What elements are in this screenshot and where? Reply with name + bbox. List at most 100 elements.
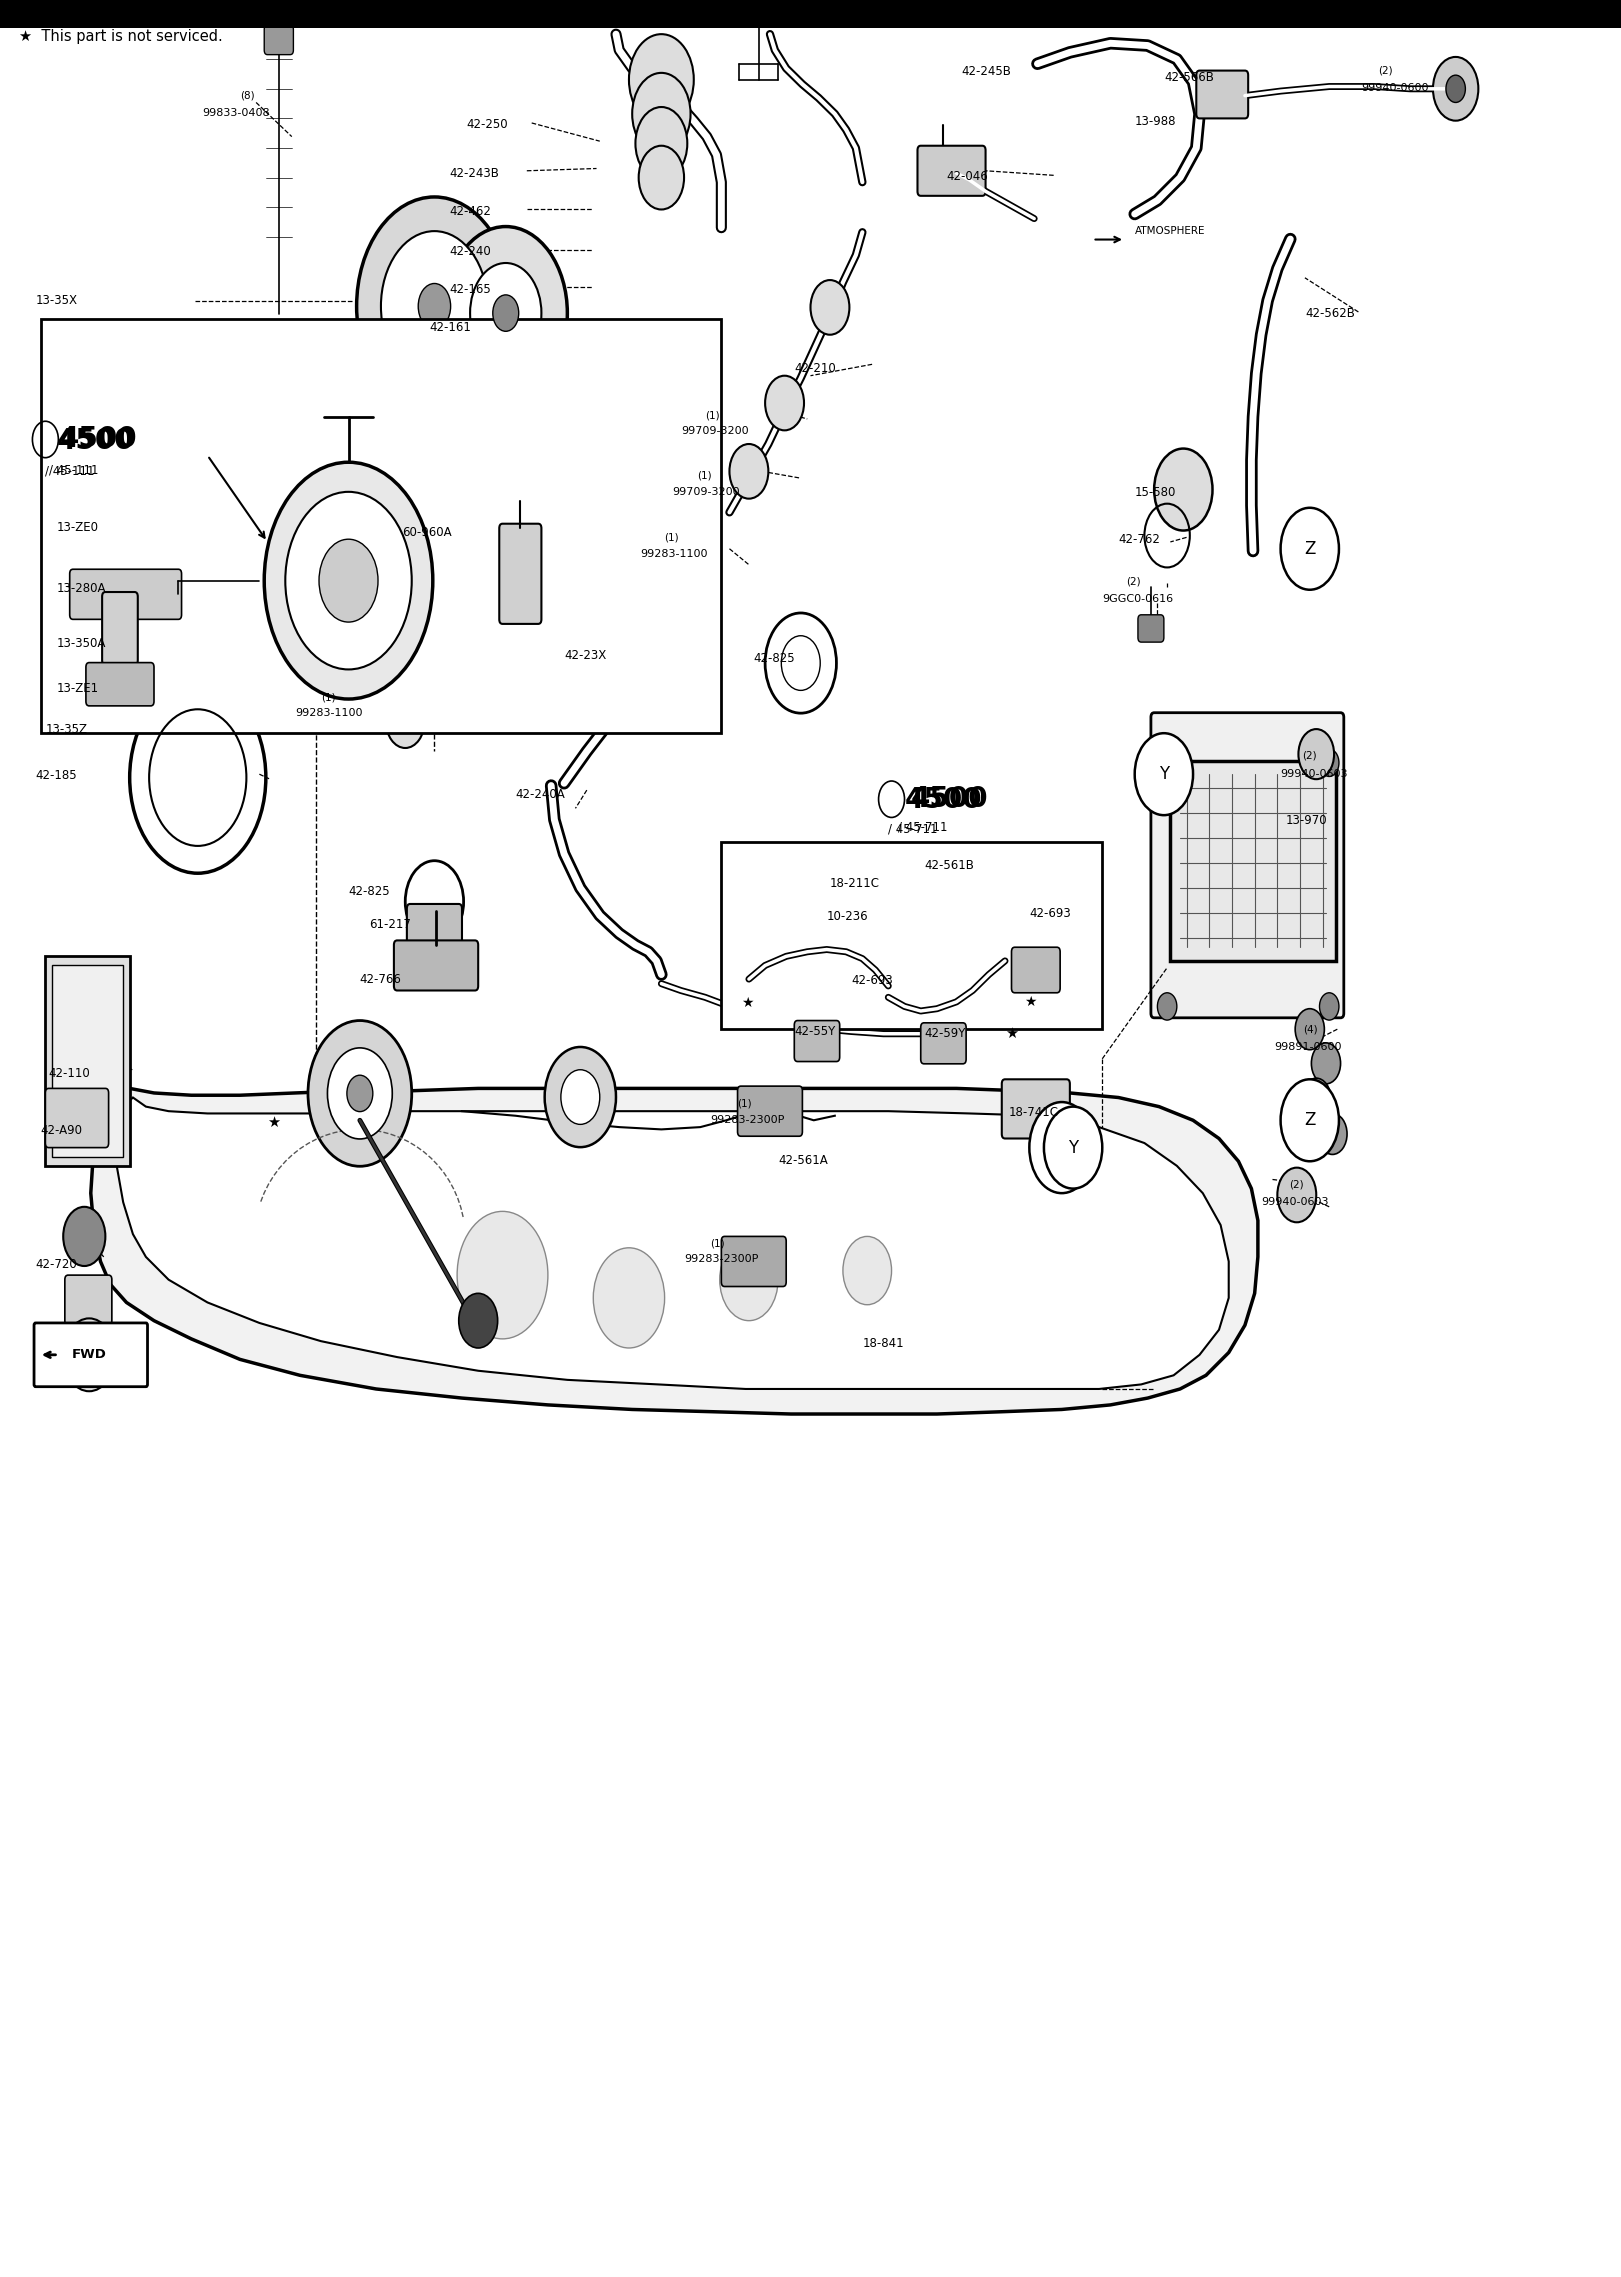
Text: Z: Z (1303, 1111, 1316, 1129)
FancyBboxPatch shape (794, 1020, 840, 1061)
Text: 99283-2300P: 99283-2300P (684, 1255, 759, 1264)
Circle shape (635, 107, 687, 180)
Text: 42-55Y: 42-55Y (794, 1025, 835, 1038)
Circle shape (1319, 993, 1339, 1020)
Text: 42-562B: 42-562B (1305, 307, 1355, 319)
Text: (1): (1) (665, 533, 679, 542)
FancyBboxPatch shape (1151, 713, 1344, 1018)
Circle shape (327, 1047, 392, 1138)
Text: (1): (1) (710, 1239, 725, 1248)
FancyBboxPatch shape (721, 1236, 786, 1287)
Text: ★: ★ (1005, 1027, 1018, 1041)
Text: 42-185: 42-185 (36, 770, 78, 781)
Text: 42-720: 42-720 (36, 1259, 78, 1271)
Text: 42-243B: 42-243B (449, 166, 499, 180)
Text: (2): (2) (1378, 66, 1392, 75)
Text: (2): (2) (1289, 1179, 1303, 1189)
Text: 13-ZE1: 13-ZE1 (57, 683, 99, 694)
Text: 42-240A: 42-240A (515, 788, 566, 802)
Text: / 45-711: / 45-711 (888, 822, 939, 836)
FancyBboxPatch shape (45, 1088, 109, 1148)
Circle shape (843, 1236, 892, 1305)
FancyBboxPatch shape (1138, 615, 1164, 642)
Polygon shape (117, 1098, 1229, 1389)
Circle shape (1154, 449, 1213, 531)
Text: 42-240: 42-240 (449, 246, 491, 257)
Circle shape (810, 280, 849, 335)
Text: Y: Y (1068, 1138, 1078, 1157)
Text: 42-59Y: 42-59Y (924, 1027, 966, 1041)
Circle shape (593, 1248, 665, 1348)
Text: 42-566B: 42-566B (1164, 71, 1214, 84)
Text: 13-ZE0: 13-ZE0 (57, 521, 99, 533)
Text: 42-766: 42-766 (360, 972, 402, 986)
Circle shape (629, 34, 694, 125)
Text: 42-561A: 42-561A (778, 1154, 828, 1166)
Bar (721, 842, 1102, 1029)
Text: 42-161: 42-161 (430, 321, 472, 335)
FancyBboxPatch shape (70, 569, 182, 619)
Circle shape (63, 1207, 105, 1266)
Circle shape (381, 230, 488, 380)
Text: 13-350A: 13-350A (57, 638, 105, 649)
Text: 42-110: 42-110 (49, 1068, 91, 1079)
Bar (1170, 761, 1336, 961)
Text: ATMOSPHERE: ATMOSPHERE (1135, 225, 1204, 237)
Circle shape (418, 282, 451, 328)
Text: 99940-0603: 99940-0603 (1281, 770, 1349, 779)
Circle shape (444, 225, 567, 401)
Circle shape (1281, 1079, 1339, 1161)
Text: 4500: 4500 (57, 426, 135, 455)
Circle shape (457, 1211, 548, 1339)
Circle shape (1295, 1009, 1324, 1050)
Circle shape (63, 1318, 115, 1391)
Text: 10-236: 10-236 (827, 911, 869, 922)
Bar (0, 0, 1621, 27)
Text: ★: ★ (741, 995, 754, 1011)
Text: 4500: 4500 (905, 786, 982, 815)
Text: 42-165: 42-165 (449, 282, 491, 296)
Circle shape (765, 376, 804, 430)
Text: 99940-0600: 99940-0600 (1362, 82, 1430, 93)
Text: Z: Z (1303, 540, 1316, 558)
Text: 13-970: 13-970 (1285, 815, 1328, 827)
FancyBboxPatch shape (264, 25, 293, 55)
Circle shape (1281, 508, 1339, 590)
Text: (1): (1) (705, 410, 720, 421)
Text: 13-280A: 13-280A (57, 583, 107, 594)
Bar (52, 965, 123, 1157)
Text: (1): (1) (321, 692, 336, 704)
Text: 13-35Z: 13-35Z (45, 724, 88, 735)
Text: ★: ★ (267, 1116, 280, 1129)
Text: 42-693: 42-693 (1029, 906, 1071, 920)
Circle shape (386, 692, 425, 747)
Text: 42-825: 42-825 (349, 886, 391, 897)
Text: ★: ★ (1024, 995, 1037, 1009)
Text: 42-210: 42-210 (794, 362, 836, 376)
Circle shape (729, 444, 768, 499)
Text: Y: Y (1057, 1138, 1067, 1157)
Circle shape (357, 198, 512, 414)
Text: 9GGC0-0616: 9GGC0-0616 (1102, 594, 1174, 603)
Circle shape (470, 262, 541, 362)
Circle shape (1446, 75, 1465, 102)
Text: 15-580: 15-580 (1135, 487, 1177, 499)
FancyBboxPatch shape (394, 940, 478, 990)
Circle shape (639, 146, 684, 209)
Text: / 45-111: / 45-111 (49, 465, 99, 476)
Circle shape (285, 492, 412, 669)
FancyBboxPatch shape (102, 592, 138, 665)
Circle shape (1311, 1043, 1341, 1084)
Text: 42-693: 42-693 (851, 975, 893, 986)
Text: 18-841: 18-841 (862, 1337, 905, 1350)
Circle shape (347, 1075, 373, 1111)
Bar (45, 956, 130, 1166)
Text: (4): (4) (1303, 1025, 1318, 1034)
Text: 13-35X: 13-35X (36, 294, 78, 307)
Circle shape (459, 1293, 498, 1348)
FancyBboxPatch shape (86, 663, 154, 706)
Text: 42-462: 42-462 (449, 205, 491, 219)
Text: ★  This part is not serviced.: ★ This part is not serviced. (19, 30, 224, 43)
FancyBboxPatch shape (499, 524, 541, 624)
FancyBboxPatch shape (1196, 71, 1248, 118)
